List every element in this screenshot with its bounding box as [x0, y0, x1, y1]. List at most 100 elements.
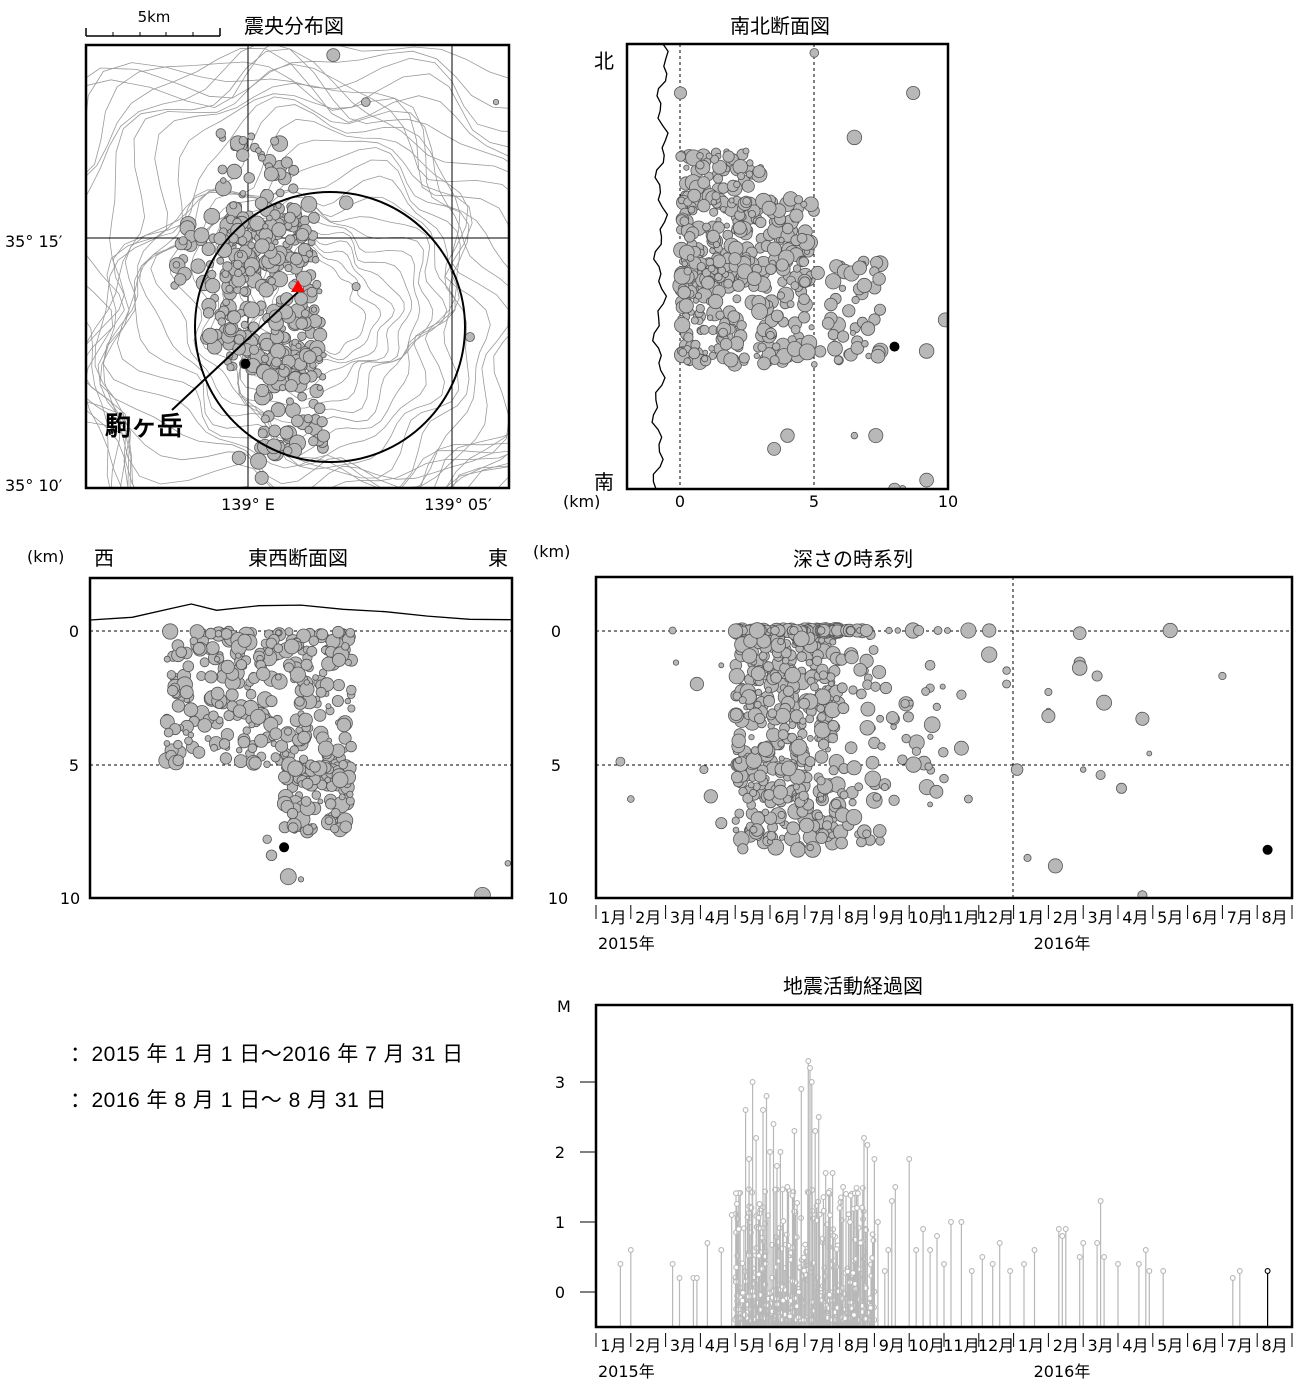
depth-axis-month-label: 5月 — [740, 908, 766, 927]
depth-point — [773, 784, 788, 800]
depth-point — [749, 788, 758, 797]
depth-point — [859, 624, 873, 638]
ew-section-point — [318, 668, 328, 677]
ew-section-point — [220, 628, 233, 640]
magnitude-stem-head — [847, 1192, 854, 1199]
magnitude-stem-head — [802, 1241, 809, 1248]
magnitude-axis-month-label: 4月 — [705, 1336, 731, 1355]
ns-section-point — [712, 254, 726, 269]
ew-section-point — [274, 673, 282, 681]
ew-section-point — [269, 727, 283, 741]
depth-point — [845, 809, 863, 826]
epicenter-point — [284, 264, 293, 273]
magnitude-stem-head — [759, 1265, 766, 1272]
epicenter-point — [288, 164, 300, 176]
ew-section-point — [317, 740, 334, 757]
depth-point — [732, 826, 740, 834]
magnitude-stem-head — [756, 1201, 763, 1207]
map-xtick-label: 139° E — [221, 495, 275, 514]
contour-line — [102, 93, 509, 488]
ns-section-point — [798, 311, 811, 324]
depth-point — [828, 765, 839, 776]
ns-section-point — [675, 151, 686, 162]
ew-section-point — [341, 642, 350, 651]
depth-point — [839, 790, 849, 800]
ew-section-point — [189, 624, 205, 640]
depth-point — [862, 829, 871, 839]
epicenter-point — [285, 234, 296, 245]
magnitude-yticks: 0 1 2 3 — [555, 1073, 596, 1302]
ew-section-point — [223, 710, 235, 722]
ew-section-point — [332, 625, 345, 639]
ew-section-point — [331, 652, 346, 667]
ew-section-point — [233, 704, 247, 718]
ew-section-point — [332, 771, 349, 789]
magnitude-axis-month-label: 8月 — [1262, 1336, 1288, 1355]
magnitude-stem-head — [867, 1304, 874, 1311]
map-frame — [84, 43, 511, 490]
ew-section-point — [256, 666, 271, 682]
ns-section-point — [874, 303, 887, 316]
depth-point — [848, 798, 857, 807]
ew-section-point — [270, 752, 281, 763]
magnitude-stem-head — [833, 1246, 840, 1253]
epicenter-point — [295, 342, 302, 349]
ns-section-point — [728, 252, 742, 266]
ns-section-point — [769, 355, 780, 366]
ns-section-point — [678, 298, 694, 314]
ew-section-point — [265, 849, 278, 862]
magnitude-stem-head — [881, 1268, 888, 1274]
magnitude-stem-head — [885, 1247, 892, 1253]
magnitude-stem-head — [934, 1233, 940, 1239]
depth-point — [872, 665, 887, 680]
depth-point — [777, 637, 785, 646]
ns-section-point — [745, 170, 754, 178]
depth-point — [1091, 670, 1103, 682]
magnitude-stem-head — [835, 1288, 842, 1295]
magnitude-stem-head — [749, 1079, 756, 1085]
depth-axis-month-label: 1月 — [1018, 908, 1044, 927]
epicenter-point — [224, 323, 237, 336]
ns-section-point — [713, 241, 721, 249]
depth-ytick-label: 0 — [551, 622, 561, 641]
ns-section-point — [919, 472, 934, 488]
ew-frame — [88, 576, 514, 900]
ns-section-point — [918, 343, 935, 359]
ns-section-point — [722, 150, 735, 163]
ew-section-point — [300, 658, 313, 671]
depth-point — [735, 756, 743, 765]
depth-axis-month-label: 3月 — [670, 908, 696, 927]
magnitude-axis-month-label: 8月 — [844, 1336, 870, 1355]
magnitude-stem-head — [801, 1267, 808, 1274]
ew-section-point — [308, 635, 320, 647]
magnitude-stem-head — [739, 1289, 746, 1296]
depth-point — [870, 681, 881, 692]
depth-point — [703, 789, 718, 804]
ew-section-point — [219, 752, 232, 765]
magnitude-stem-head — [770, 1121, 777, 1127]
contour-line — [86, 48, 509, 488]
depth-point — [859, 720, 876, 736]
depth-point — [812, 655, 823, 666]
depth-point — [799, 717, 807, 725]
ns-section-point — [846, 129, 863, 146]
depth-point — [894, 627, 901, 634]
ns-section-point — [836, 330, 850, 343]
ns-section-point — [786, 300, 795, 309]
ns-section-point — [808, 324, 815, 331]
magnitude-stem-head — [840, 1184, 847, 1190]
depth-point — [939, 683, 946, 690]
depth-point — [844, 650, 859, 665]
magnitude-stem-head — [669, 1261, 676, 1267]
magnitude-stem-head — [739, 1297, 746, 1304]
magnitude-stem-head — [843, 1190, 849, 1197]
ew-section-point — [278, 770, 291, 784]
magnitude-stem-head — [820, 1194, 827, 1201]
epicenter-point — [178, 236, 188, 246]
depth-point — [960, 622, 977, 639]
epicenter-point — [269, 343, 286, 360]
depth-point — [668, 626, 677, 635]
ns-section-point — [697, 176, 711, 190]
epicenter-point — [279, 363, 286, 370]
ew-section-point — [284, 627, 294, 636]
